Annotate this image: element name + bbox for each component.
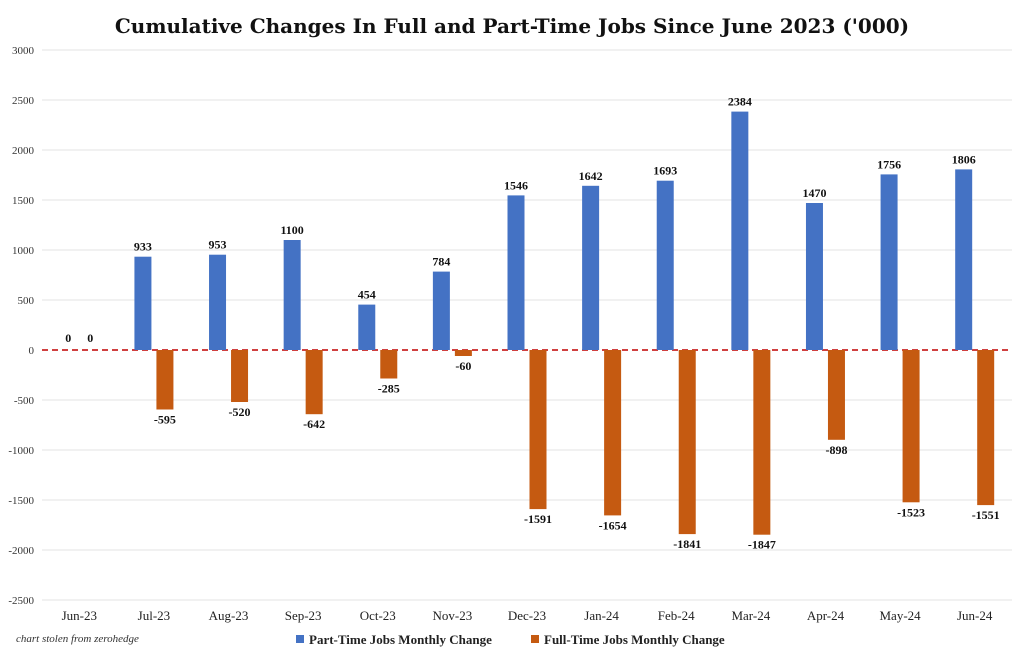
data-label: 953 <box>209 238 227 252</box>
y-tick-label: -1000 <box>8 445 34 457</box>
bar-full-time <box>604 350 622 516</box>
bar-part-time <box>656 180 674 350</box>
x-tick-label: Jul-23 <box>138 608 171 623</box>
bar-full-time <box>305 350 323 415</box>
legend-label-part-time: Part-Time Jobs Monthly Change <box>309 632 492 647</box>
data-label: -1654 <box>599 518 627 532</box>
data-label: 2384 <box>728 95 752 109</box>
x-tick-label: Nov-23 <box>433 608 473 623</box>
x-axis: Jun-23 Jul-23 Aug-23 Sep-23 Oct-23 Nov-23 Dec-… <box>62 608 993 623</box>
data-label: -1523 <box>897 505 925 519</box>
bar-full-time <box>753 350 771 535</box>
bar-part-time <box>283 240 301 350</box>
data-label: 1470 <box>802 186 826 200</box>
data-label: 933 <box>134 240 152 254</box>
data-label: -898 <box>825 443 847 457</box>
legend: Part-Time Jobs Monthly Change Full-Time … <box>296 632 725 647</box>
bar-part-time <box>358 304 376 350</box>
data-label: 1693 <box>653 164 677 178</box>
bar-full-time <box>380 350 398 379</box>
bar-part-time <box>582 185 600 350</box>
data-label: 1756 <box>877 157 901 171</box>
data-label: -1551 <box>972 508 1000 522</box>
data-label: -60 <box>455 359 471 373</box>
x-tick-label: Jun-23 <box>62 608 97 623</box>
y-tick-label: 0 <box>29 345 35 357</box>
data-label: 454 <box>358 288 376 302</box>
bar-part-time <box>805 203 823 350</box>
bar-part-time <box>955 169 973 350</box>
bar-full-time <box>902 350 920 503</box>
bar-full-time <box>454 350 472 356</box>
x-tick-label: Feb-24 <box>658 608 695 623</box>
bar-full-time <box>827 350 845 440</box>
y-tick-label: 1000 <box>12 245 35 257</box>
bar-part-time <box>432 271 450 350</box>
y-axis: 3000 2500 2000 1500 1000 500 0 -500 -1000 -1500 -2… <box>8 45 34 607</box>
x-tick-label: Jun-24 <box>957 608 993 623</box>
data-label: -1841 <box>673 537 701 551</box>
legend-swatch-part-time <box>296 635 304 643</box>
bar-full-time <box>231 350 249 402</box>
data-labels: 0 0 933 -595 953 -520 1100 -642 454 -285 784 -60 154… <box>65 95 999 552</box>
data-label: -595 <box>154 413 176 427</box>
bar-full-time <box>156 350 174 410</box>
y-tick-label: 3000 <box>12 45 35 57</box>
x-tick-label: Sep-23 <box>285 608 322 623</box>
legend-label-full-time: Full-Time Jobs Monthly Change <box>544 632 725 647</box>
y-tick-label: 500 <box>18 295 35 307</box>
data-label: 0 <box>65 331 71 345</box>
y-tick-label: 2500 <box>12 95 35 107</box>
data-label: -520 <box>229 405 251 419</box>
bar-full-time <box>678 350 696 535</box>
bar-full-time <box>529 350 547 510</box>
data-label: 1100 <box>280 223 303 237</box>
y-tick-label: 2000 <box>12 145 35 157</box>
bar-part-time <box>134 256 152 350</box>
bar-part-time <box>731 111 749 350</box>
y-tick-label: -1500 <box>8 495 34 507</box>
x-tick-label: Jan-24 <box>584 608 619 623</box>
data-label: -642 <box>303 417 325 431</box>
bar-full-time <box>977 350 995 506</box>
x-tick-label: May-24 <box>879 608 921 623</box>
y-tick-label: -500 <box>14 395 35 407</box>
x-tick-label: Oct-23 <box>360 608 396 623</box>
x-tick-label: Mar-24 <box>731 608 770 623</box>
data-label: -285 <box>378 382 400 396</box>
data-label: 1546 <box>504 178 528 192</box>
data-label: 1806 <box>952 152 976 166</box>
x-tick-label: Apr-24 <box>807 608 845 623</box>
bar-part-time <box>880 174 898 350</box>
legend-swatch-full-time <box>531 635 539 643</box>
x-tick-label: Aug-23 <box>209 608 249 623</box>
chart-title: Cumulative Changes In Full and Part-Time… <box>115 14 909 38</box>
data-label: 1642 <box>579 169 603 183</box>
y-tick-label: 1500 <box>12 195 35 207</box>
data-label: 784 <box>432 255 450 269</box>
x-tick-label: Dec-23 <box>508 608 546 623</box>
bar-part-time <box>507 195 525 350</box>
chart-credit: chart stolen from zerohedge <box>16 633 139 645</box>
data-label: -1591 <box>524 512 552 526</box>
y-tick-label: -2500 <box>8 595 34 607</box>
bar-part-time <box>209 254 227 350</box>
data-label: 0 <box>87 331 93 345</box>
data-label: -1847 <box>748 538 776 552</box>
bars <box>134 111 995 535</box>
grid-lines <box>42 49 1012 601</box>
y-tick-label: -2000 <box>8 545 34 557</box>
